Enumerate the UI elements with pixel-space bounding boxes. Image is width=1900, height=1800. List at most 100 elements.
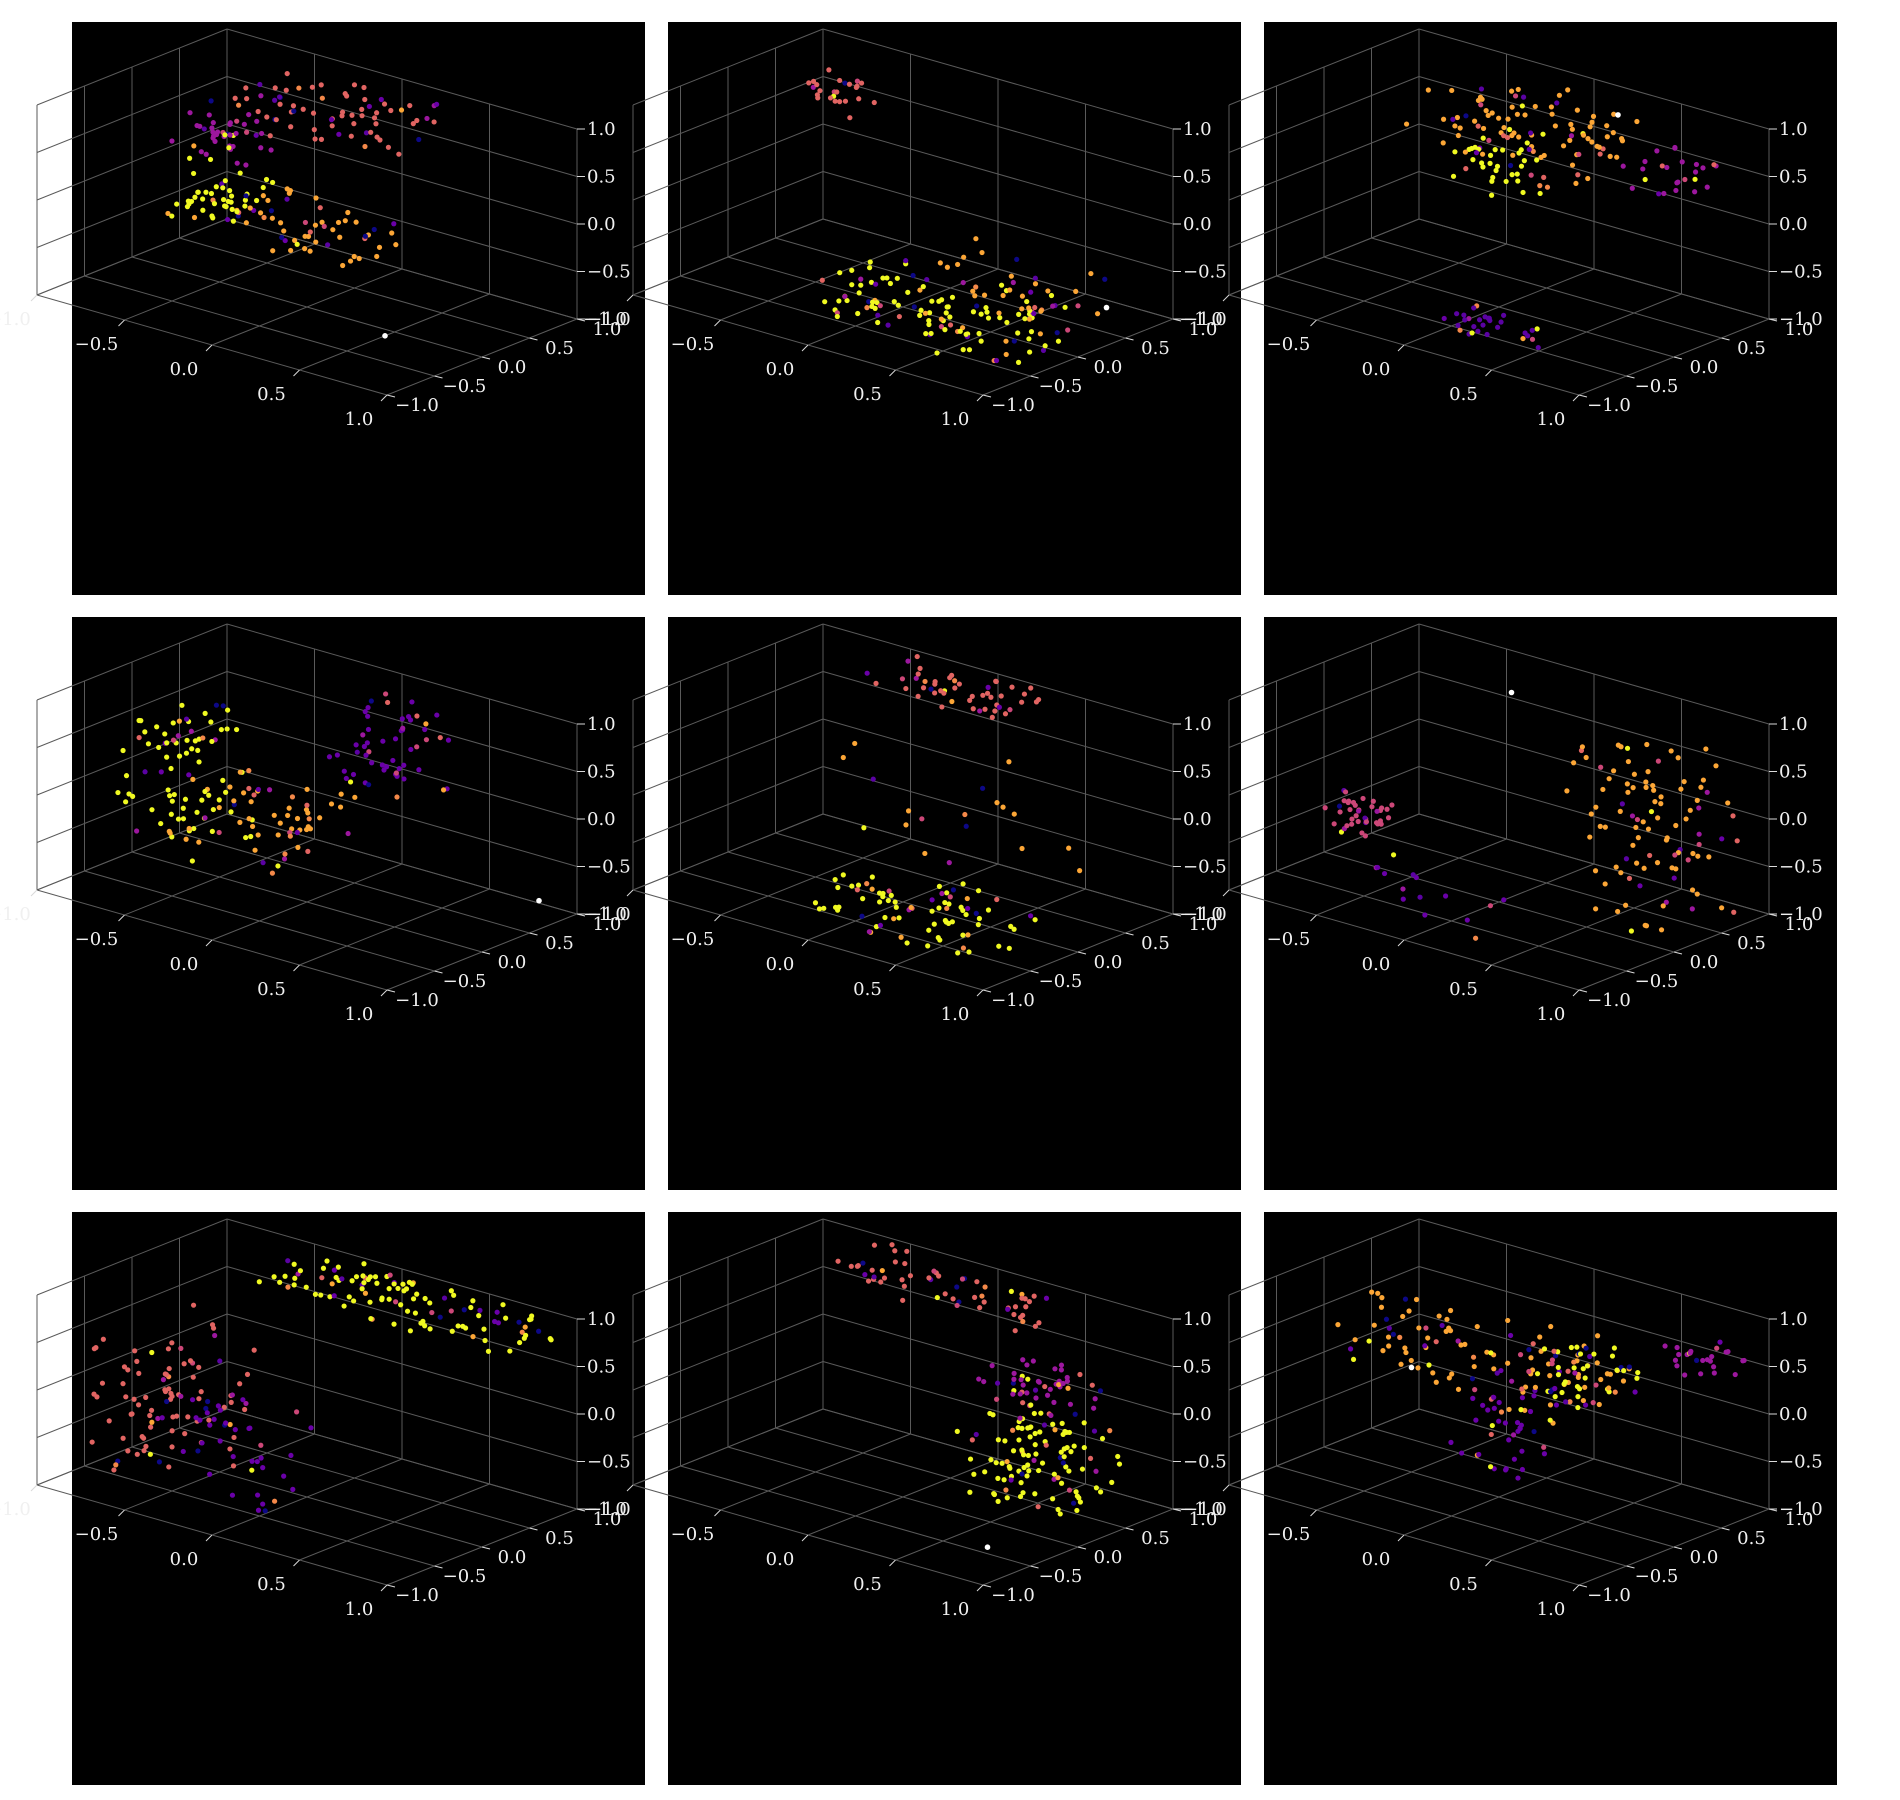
y-tick-label: −1.0 — [1587, 990, 1631, 1011]
data-point — [180, 1448, 186, 1455]
data-point — [1528, 172, 1534, 178]
data-point — [1571, 1359, 1577, 1365]
data-point — [243, 193, 249, 199]
floor-grid-line — [226, 1408, 578, 1510]
data-point — [1019, 306, 1025, 312]
data-point — [1510, 1432, 1517, 1438]
data-point — [1071, 1443, 1077, 1449]
data-point — [862, 1272, 868, 1278]
x-tick — [30, 1484, 38, 1492]
data-point — [282, 851, 288, 857]
data-point — [247, 205, 253, 211]
data-point — [522, 1324, 528, 1330]
data-point — [1700, 1357, 1706, 1364]
data-point — [840, 872, 846, 878]
data-point — [1331, 821, 1337, 827]
data-point — [902, 1260, 908, 1267]
data-point — [949, 294, 956, 300]
data-point — [923, 331, 929, 337]
data-point — [455, 1323, 461, 1329]
data-point — [1359, 830, 1365, 836]
data-point — [123, 799, 129, 805]
data-point — [1501, 897, 1507, 903]
data-point — [1547, 1389, 1554, 1395]
data-point — [1534, 157, 1540, 163]
data-point — [162, 731, 168, 737]
data-point — [1568, 121, 1574, 127]
data-point — [230, 1463, 237, 1469]
data-point — [1507, 1332, 1514, 1339]
data-point — [992, 708, 998, 714]
data-point — [1576, 151, 1582, 158]
data-point — [1066, 1468, 1072, 1474]
data-point — [1495, 324, 1501, 330]
data-point — [1384, 806, 1390, 812]
data-point — [1531, 1393, 1537, 1399]
data-point — [383, 691, 389, 697]
x-tick-label: 0.5 — [257, 1574, 286, 1595]
data-point — [1023, 1304, 1029, 1310]
data-point — [158, 820, 164, 827]
y-tick — [982, 1584, 992, 1588]
z-tick-label: 0.0 — [587, 809, 616, 830]
y-tick — [1626, 375, 1635, 379]
data-point — [1519, 103, 1525, 109]
data-point — [209, 125, 215, 131]
x-tick — [380, 1584, 388, 1592]
data-point — [1541, 152, 1547, 159]
backwall-grid-line — [226, 1313, 578, 1415]
data-point — [1385, 1334, 1392, 1340]
data-point — [231, 798, 237, 804]
data-point — [997, 315, 1003, 321]
data-point — [100, 1336, 106, 1342]
data-point — [268, 147, 274, 153]
data-point — [196, 1396, 202, 1402]
data-point — [351, 121, 357, 127]
data-point — [149, 807, 155, 813]
data-point — [260, 1465, 266, 1471]
data-point — [1042, 343, 1048, 349]
data-point — [371, 226, 377, 233]
data-point — [528, 1316, 534, 1322]
data-point — [914, 653, 920, 660]
z-tick-label: 0.0 — [1183, 1404, 1212, 1425]
panel-background — [1264, 1212, 1837, 1785]
data-point — [372, 1274, 379, 1280]
data-point — [243, 220, 249, 226]
y-tick-label: 1.0 — [1189, 914, 1218, 935]
data-point — [995, 1498, 1001, 1504]
data-point — [964, 895, 970, 902]
highlight-point — [1408, 1364, 1415, 1371]
x-tick-label: 1.0 — [1537, 409, 1566, 430]
data-point — [895, 302, 901, 308]
y-tick-label: −0.5 — [1039, 971, 1083, 992]
panel-background — [72, 1212, 645, 1785]
data-point — [1491, 1366, 1497, 1372]
data-point — [368, 1316, 374, 1322]
data-point — [196, 839, 202, 845]
data-point — [227, 1421, 233, 1428]
data-point — [1002, 1438, 1008, 1444]
data-point — [210, 120, 216, 126]
data-point — [1001, 1477, 1007, 1483]
data-point — [859, 913, 865, 919]
data-point — [891, 299, 897, 305]
scatter-points — [89, 1258, 554, 1514]
x-tick — [30, 294, 38, 302]
data-point — [1491, 1394, 1497, 1400]
backwall-grid-line — [226, 718, 578, 820]
data-point — [423, 737, 430, 743]
data-point — [1028, 289, 1034, 295]
x-tick-label: −1.0 — [1179, 904, 1223, 925]
data-point — [905, 289, 911, 295]
data-point — [277, 820, 283, 826]
leftwall-grid-line — [36, 28, 228, 106]
data-point — [1473, 150, 1480, 156]
y-tick-label: 1.0 — [1785, 319, 1814, 340]
data-point — [176, 753, 183, 759]
data-point — [932, 679, 938, 685]
data-point — [1115, 1453, 1121, 1460]
data-point — [963, 331, 969, 337]
data-point — [201, 126, 207, 132]
data-point — [994, 1380, 1001, 1386]
